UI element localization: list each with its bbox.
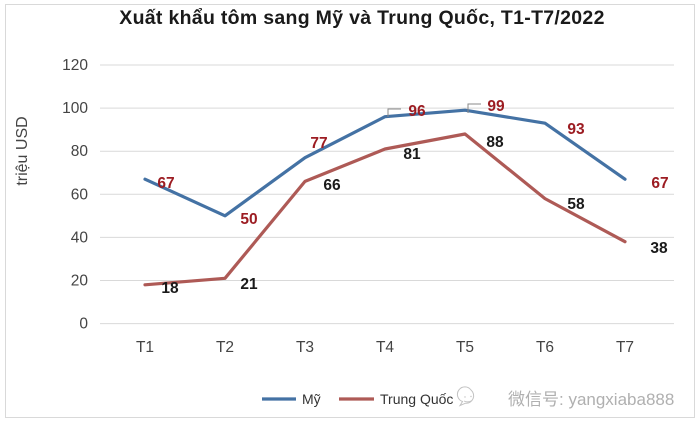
svg-text:T6: T6 (536, 339, 554, 356)
svg-text:T7: T7 (616, 339, 634, 356)
svg-text:50: 50 (240, 211, 257, 228)
svg-text:120: 120 (62, 57, 88, 74)
svg-text:58: 58 (567, 196, 585, 213)
svg-text:88: 88 (486, 134, 504, 151)
svg-text:triệu USD: triệu USD (14, 116, 31, 185)
svg-text:67: 67 (651, 175, 668, 192)
svg-text:21: 21 (240, 276, 258, 293)
svg-text:40: 40 (71, 229, 89, 246)
svg-text:81: 81 (403, 146, 421, 163)
svg-text:77: 77 (310, 135, 327, 152)
svg-text:20: 20 (71, 273, 89, 290)
svg-text:T4: T4 (376, 339, 394, 356)
svg-text:Mỹ: Mỹ (302, 391, 321, 407)
svg-text:微信号: yangxiaba888: 微信号: yangxiaba888 (508, 390, 674, 409)
svg-text:T3: T3 (296, 339, 314, 356)
svg-text:99: 99 (487, 98, 505, 115)
svg-text:96: 96 (408, 103, 426, 120)
svg-text:Trung Quốc: Trung Quốc (380, 391, 453, 407)
svg-text:T2: T2 (216, 339, 234, 356)
svg-text:0: 0 (79, 316, 88, 333)
svg-text:80: 80 (71, 143, 89, 160)
svg-text:93: 93 (567, 121, 585, 138)
svg-text:38: 38 (650, 240, 668, 257)
svg-text:100: 100 (62, 100, 88, 117)
svg-text:T1: T1 (136, 339, 154, 356)
svg-text:60: 60 (71, 186, 89, 203)
svg-text:T5: T5 (456, 339, 474, 356)
svg-text:66: 66 (323, 177, 341, 194)
svg-text:67: 67 (157, 175, 174, 192)
svg-text:18: 18 (161, 280, 179, 297)
